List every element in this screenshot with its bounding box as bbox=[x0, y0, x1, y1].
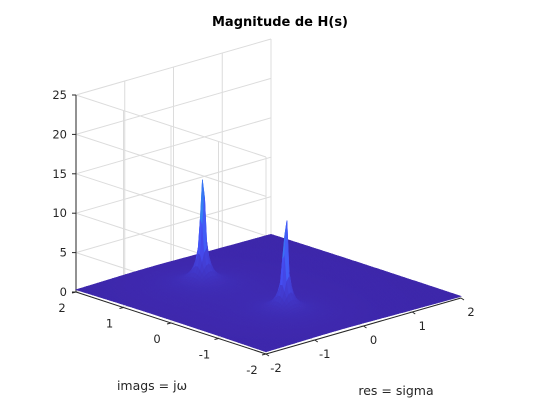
axes bbox=[71, 94, 465, 357]
y-tick-mark bbox=[261, 353, 267, 356]
y-tick-mark bbox=[119, 307, 124, 309]
grid-line bbox=[75, 156, 272, 214]
grid-line bbox=[75, 77, 272, 135]
x-tick-mark bbox=[363, 325, 367, 329]
grid-line bbox=[75, 94, 267, 158]
y-tick-mark bbox=[166, 322, 172, 325]
x-tick-mark bbox=[460, 297, 465, 301]
grid-line bbox=[75, 196, 272, 254]
y-tick-mark bbox=[214, 338, 219, 340]
grid-line bbox=[75, 117, 272, 175]
grid-line bbox=[75, 38, 272, 96]
grid-line bbox=[75, 173, 267, 237]
surface bbox=[74, 179, 462, 353]
grid-line bbox=[75, 133, 267, 197]
x-tick-mark bbox=[411, 311, 416, 315]
x-tick-mark bbox=[265, 353, 270, 357]
x-tick-mark bbox=[314, 339, 319, 343]
